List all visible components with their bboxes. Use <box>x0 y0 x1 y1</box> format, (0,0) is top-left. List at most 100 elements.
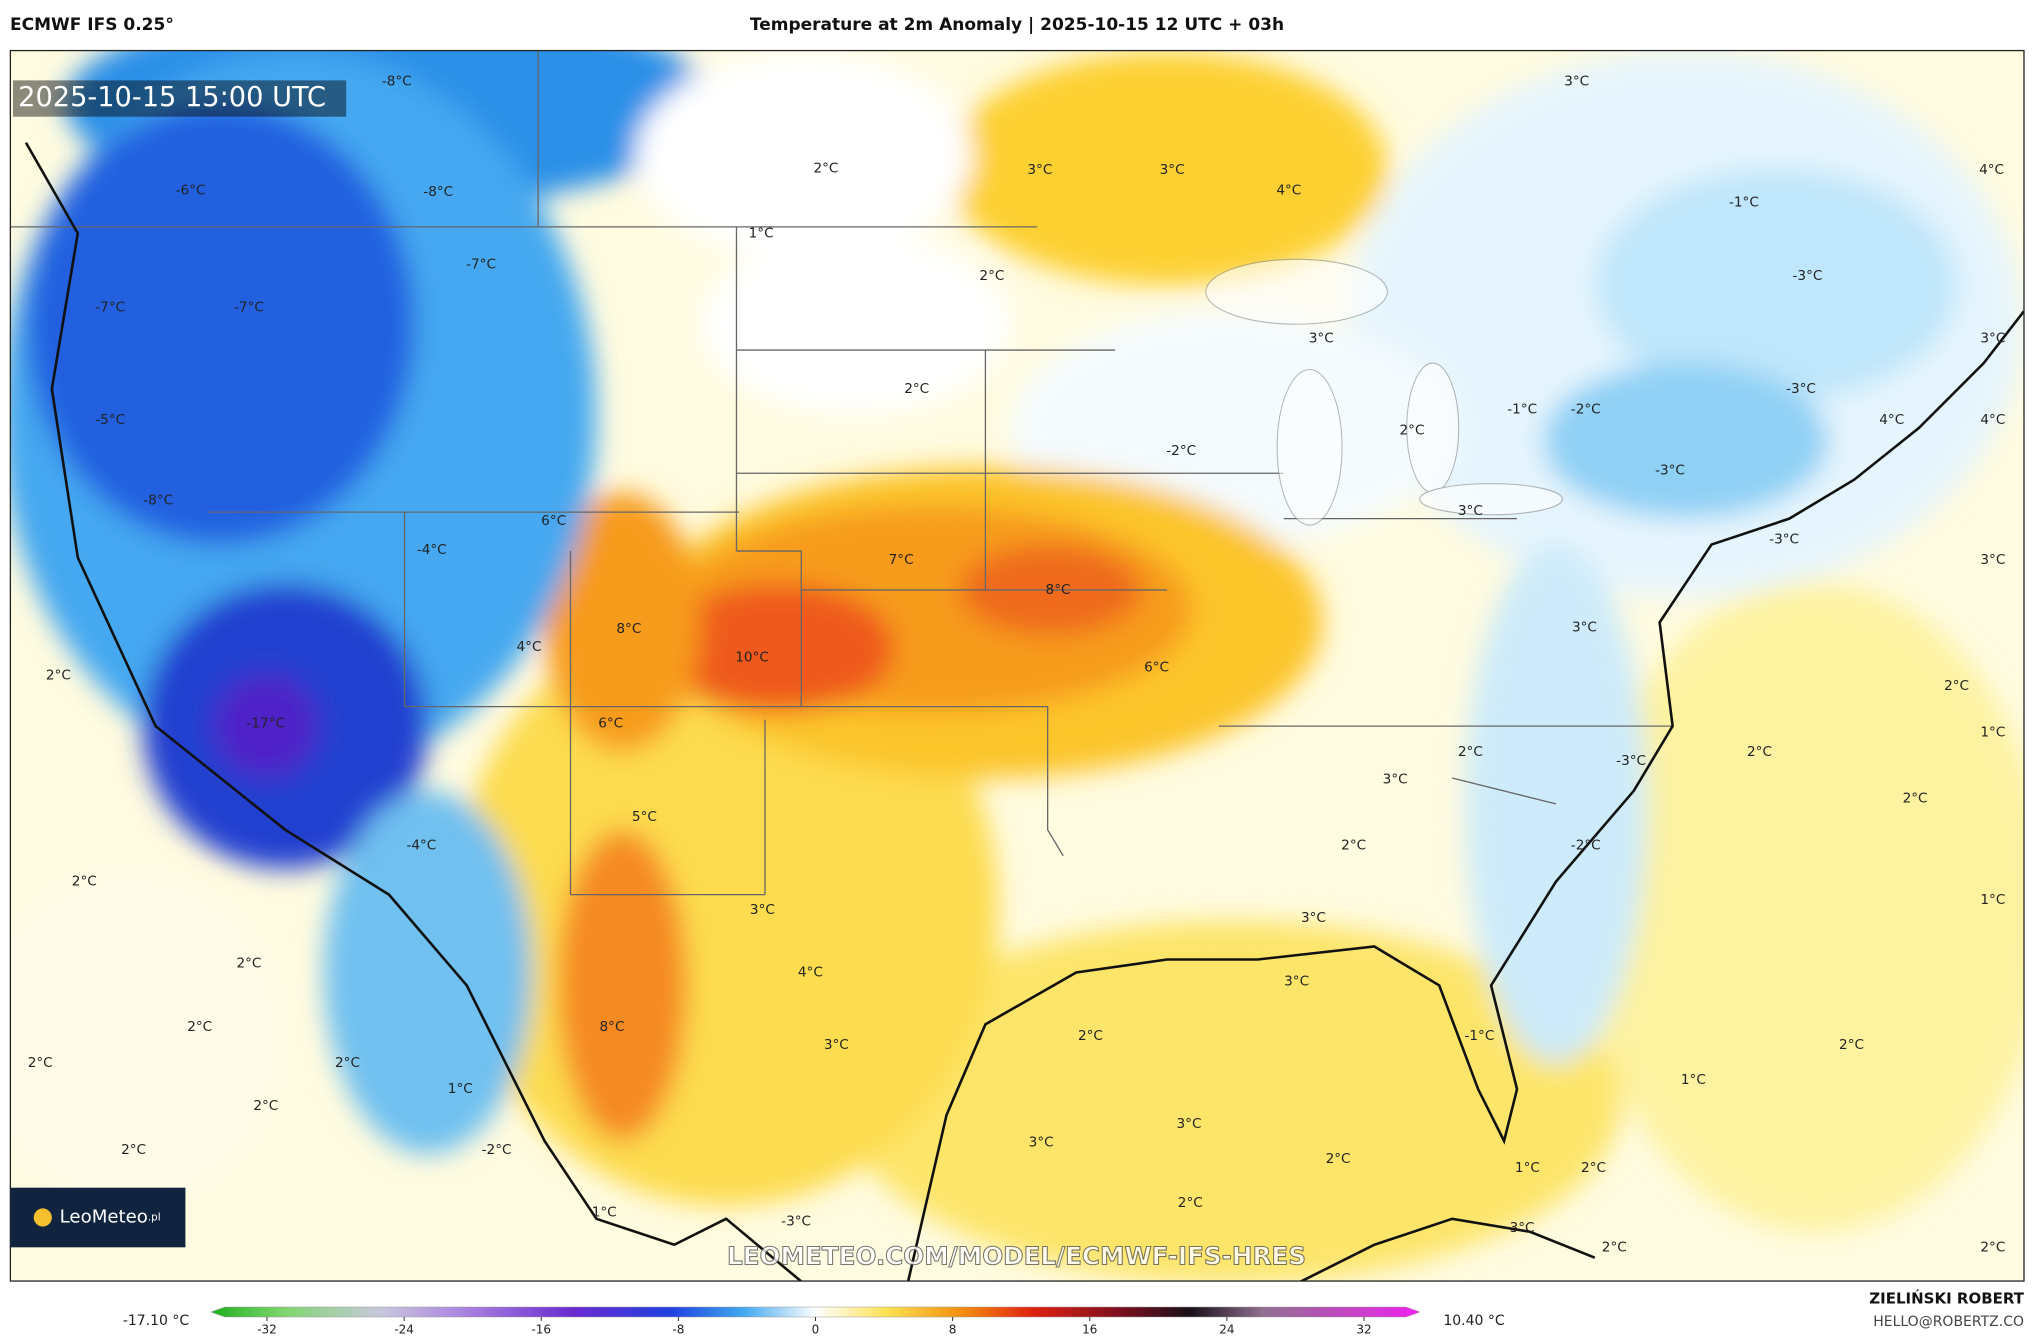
contour-label: -3°C <box>1786 381 1816 397</box>
colorbar-tick-label: 8 <box>949 1323 957 1337</box>
contour-label: -1°C <box>1729 194 1759 210</box>
contour-label: -2°C <box>1166 443 1196 459</box>
contour-label: 6°C <box>598 716 623 732</box>
author: ZIELIŃSKI ROBERT <box>1869 1289 2024 1308</box>
logo: LeoMeteo.pl <box>60 1207 161 1228</box>
contour-label: 1°C <box>592 1204 617 1220</box>
contour-label: -3°C <box>1793 268 1823 284</box>
contour-label: 1°C <box>448 1081 473 1097</box>
contour-label: 2°C <box>1903 791 1928 807</box>
contour-label: 3°C <box>1027 162 1052 178</box>
great-lakes <box>1205 258 1563 526</box>
colorbar-tick-label: -8 <box>672 1323 684 1337</box>
colorbar: -17.10 °C 10.40 °C -32 -24 -16 -8 0 8 16 24 32 <box>123 1306 1505 1337</box>
contour-label: 1°C <box>1980 892 2005 908</box>
contour-label: -3°C <box>1769 531 1799 547</box>
contour-label: 3°C <box>1980 330 2005 346</box>
contour-label: -2°C <box>482 1142 512 1158</box>
colorbar-tick-label: 32 <box>1356 1323 1371 1337</box>
contour-label: 5°C <box>632 809 657 825</box>
contour-label: 3°C <box>1572 620 1597 636</box>
watermark: LEOMETEO.COM/MODEL/ECMWF-IFS-HRES <box>727 1242 1306 1271</box>
contour-label: 2°C <box>1602 1239 1627 1255</box>
contour-label: 7°C <box>889 552 914 568</box>
contour-label: 3°C <box>1564 74 1589 90</box>
contour-label: -5°C <box>95 412 125 428</box>
contour-label: 3°C <box>1029 1134 1054 1150</box>
contour-label: 3°C <box>1383 771 1408 787</box>
contour-label: 2°C <box>121 1142 146 1158</box>
logo-sun <box>33 1208 52 1227</box>
contour-label: 2°C <box>1581 1160 1606 1176</box>
contour-label: 2°C <box>28 1055 53 1071</box>
contour-label: 2°C <box>1839 1037 1864 1053</box>
contour-label: 4°C <box>1979 162 2004 178</box>
contour-label: -8°C <box>423 184 453 200</box>
contour-label: 2°C <box>335 1055 360 1071</box>
colorbar-tick-label: -24 <box>394 1323 414 1337</box>
contour-label: 1°C <box>749 225 774 241</box>
contour-label: -3°C <box>781 1213 811 1229</box>
contour-label: -8°C <box>143 492 173 508</box>
contour-label: 8°C <box>1046 582 1071 598</box>
coastline <box>24 141 2024 1282</box>
contour-label: 4°C <box>1879 412 1904 428</box>
contour-label: 4°C <box>1276 183 1301 199</box>
contour-label: 2°C <box>187 1019 212 1035</box>
contour-label: 2°C <box>1747 744 1772 760</box>
logo-name: LeoMeteo <box>60 1207 148 1228</box>
contour-label: 8°C <box>616 621 641 637</box>
contour-label: 10°C <box>735 649 769 665</box>
contour-label: -2°C <box>1571 402 1601 418</box>
max-value: 10.40 °C <box>1443 1313 1505 1329</box>
colorbar-tick-label: -16 <box>531 1323 551 1337</box>
contour-label: -7°C <box>234 299 264 315</box>
contour-label: -1°C <box>1507 402 1537 418</box>
colorbar-tick-label: -32 <box>257 1323 277 1337</box>
contour-label: 3°C <box>750 902 775 918</box>
contour-label: -7°C <box>95 299 125 315</box>
logo-suffix: .pl <box>148 1212 161 1224</box>
contour-label: 3°C <box>1284 974 1309 990</box>
contour-label: -2°C <box>1571 837 1601 853</box>
contour-label: 1°C <box>1681 1072 1706 1088</box>
contour-label: 3°C <box>1301 910 1326 926</box>
contour-label: 4°C <box>517 639 542 655</box>
contour-label: 2°C <box>236 955 261 971</box>
timestamp: 2025-10-15 15:00 UTC <box>18 82 326 113</box>
contour-label: 3°C <box>824 1037 849 1053</box>
contour-label: 3°C <box>1309 330 1334 346</box>
contour-label: 3°C <box>1176 1116 1201 1132</box>
colorbar-tick-label: 24 <box>1219 1323 1234 1337</box>
contour-label: -17°C <box>247 716 286 732</box>
contour-label: -3°C <box>1655 463 1685 479</box>
contour-label: 3°C <box>1458 503 1483 519</box>
contour-label: 2°C <box>1078 1028 1103 1044</box>
map-frame <box>9 49 2025 1282</box>
borders <box>10 50 1673 896</box>
contour-label: -1°C <box>1464 1028 1494 1044</box>
contour-label: 2°C <box>46 668 71 684</box>
contour-label: 2°C <box>1400 422 1425 438</box>
map-title: Temperature at 2m Anomaly | 2025-10-15 1… <box>750 15 1284 35</box>
min-value: -17.10 °C <box>123 1313 190 1329</box>
contour-label: 2°C <box>72 874 97 890</box>
contour-label: -3°C <box>1505 1220 1535 1236</box>
contour-label: 2°C <box>253 1098 278 1114</box>
contour-label: 3°C <box>1160 162 1185 178</box>
contour-label: 8°C <box>600 1019 625 1035</box>
contour-label: -4°C <box>406 837 436 853</box>
model-name: ECMWF IFS 0.25° <box>10 15 174 35</box>
contour-label: -3°C <box>1616 753 1646 769</box>
contour-label: 6°C <box>541 513 566 529</box>
contour-label: 3°C <box>1980 552 2005 568</box>
map-area: -8°C -6°C -8°C 2°C 3°C 3°C 4°C 3°C 4°C -1°C 1°C -7°… <box>9 49 2025 1282</box>
contour-label: 1°C <box>1515 1160 1540 1176</box>
contour-label: 6°C <box>1144 660 1169 676</box>
email: HELLO@ROBERTZ.CO <box>1873 1314 2024 1330</box>
contour-label: -7°C <box>466 257 496 273</box>
contour-label: 2°C <box>1341 837 1366 853</box>
contour-label: 2°C <box>1944 678 1969 694</box>
